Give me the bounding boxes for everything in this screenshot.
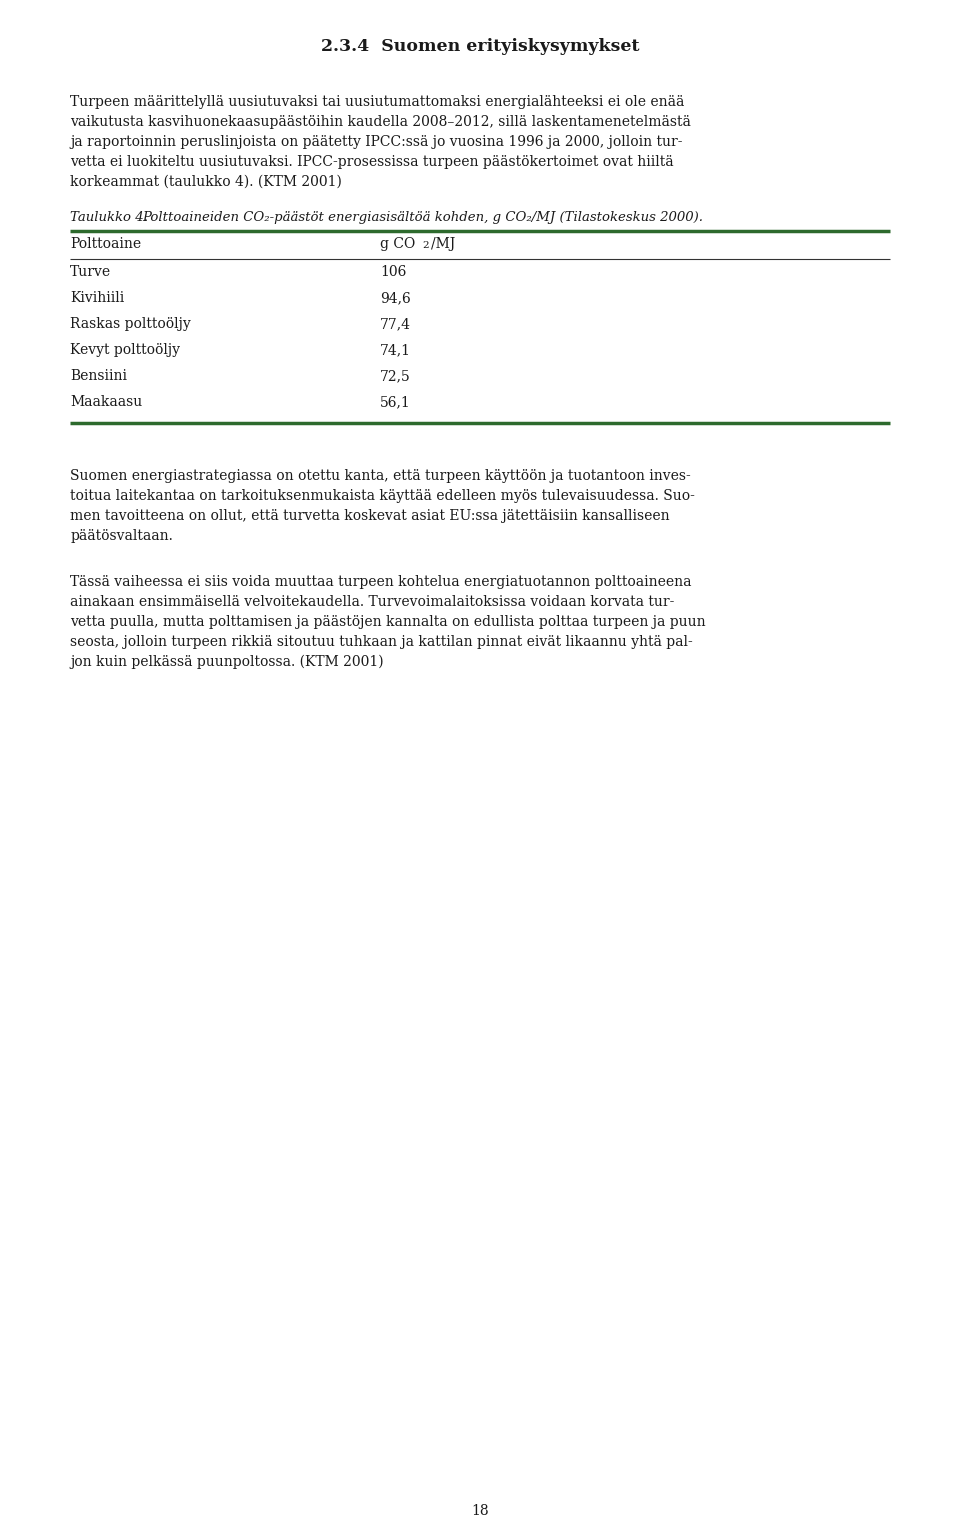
Text: ainakaan ensimmäisellä velvoitekaudella. Turvevoimalaitoksissa voidaan korvata t: ainakaan ensimmäisellä velvoitekaudella.… (70, 596, 675, 609)
Text: Bensiini: Bensiini (70, 369, 127, 383)
Text: g CO: g CO (380, 237, 416, 251)
Text: Polttoaine: Polttoaine (70, 237, 141, 251)
Text: 77,4: 77,4 (380, 317, 411, 331)
Text: Kevyt polttoöljy: Kevyt polttoöljy (70, 343, 180, 357)
Text: toitua laitekantaa on tarkoituksenmukaista käyttää edelleen myös tulevaisuudessa: toitua laitekantaa on tarkoituksenmukais… (70, 489, 695, 503)
Text: Raskas polttoöljy: Raskas polttoöljy (70, 317, 191, 331)
Text: Suomen energiastrategiassa on otettu kanta, että turpeen käyttöön ja tuotantoon : Suomen energiastrategiassa on otettu kan… (70, 469, 691, 483)
Text: 74,1: 74,1 (380, 343, 411, 357)
Text: Taulukko 4.: Taulukko 4. (70, 211, 148, 225)
Text: 18: 18 (471, 1504, 489, 1517)
Text: korkeammat (taulukko 4). (KTM 2001): korkeammat (taulukko 4). (KTM 2001) (70, 175, 342, 189)
Text: vetta puulla, mutta polttamisen ja päästöjen kannalta on edullista polttaa turpe: vetta puulla, mutta polttamisen ja pääst… (70, 616, 706, 629)
Text: jon kuin pelkässä puunpoltossa. (KTM 2001): jon kuin pelkässä puunpoltossa. (KTM 200… (70, 656, 384, 669)
Text: 2.3.4  Suomen erityiskysymykset: 2.3.4 Suomen erityiskysymykset (321, 38, 639, 55)
Text: Polttoaineiden CO₂-päästöt energiasisältöä kohden, g CO₂/MJ (Tilastokeskus 2000): Polttoaineiden CO₂-päästöt energiasisält… (142, 211, 703, 225)
Text: päätösvaltaan.: päätösvaltaan. (70, 529, 173, 543)
Text: Maakaasu: Maakaasu (70, 396, 142, 409)
Text: vaikutusta kasvihuonekaasupäästöihin kaudella 2008–2012, sillä laskentamenetelmä: vaikutusta kasvihuonekaasupäästöihin kau… (70, 115, 691, 129)
Text: men tavoitteena on ollut, että turvetta koskevat asiat EU:ssa jätettäisiin kansa: men tavoitteena on ollut, että turvetta … (70, 509, 670, 523)
Text: ja raportoinnin peruslinjoista on päätetty IPCC:ssä jo vuosina 1996 ja 2000, jol: ja raportoinnin peruslinjoista on päätet… (70, 135, 683, 149)
Text: /MJ: /MJ (431, 237, 455, 251)
Text: Kivihiili: Kivihiili (70, 291, 125, 305)
Text: 94,6: 94,6 (380, 291, 411, 305)
Text: Turpeen määrittelyllä uusiutuvaksi tai uusiutumattomaksi energialähteeksi ei ole: Turpeen määrittelyllä uusiutuvaksi tai u… (70, 95, 684, 109)
Text: 72,5: 72,5 (380, 369, 411, 383)
Text: seosta, jolloin turpeen rikkiä sitoutuu tuhkaan ja kattilan pinnat eivät likaann: seosta, jolloin turpeen rikkiä sitoutuu … (70, 636, 693, 649)
Text: 106: 106 (380, 265, 406, 279)
Text: 2: 2 (422, 242, 429, 249)
Text: 56,1: 56,1 (380, 396, 411, 409)
Text: Turve: Turve (70, 265, 111, 279)
Text: Tässä vaiheessa ei siis voida muuttaa turpeen kohtelua energiatuotannon polttoai: Tässä vaiheessa ei siis voida muuttaa tu… (70, 576, 691, 589)
Text: vetta ei luokiteltu uusiutuvaksi. IPCC-prosessissa turpeen päästökertoimet ovat : vetta ei luokiteltu uusiutuvaksi. IPCC-p… (70, 155, 674, 169)
